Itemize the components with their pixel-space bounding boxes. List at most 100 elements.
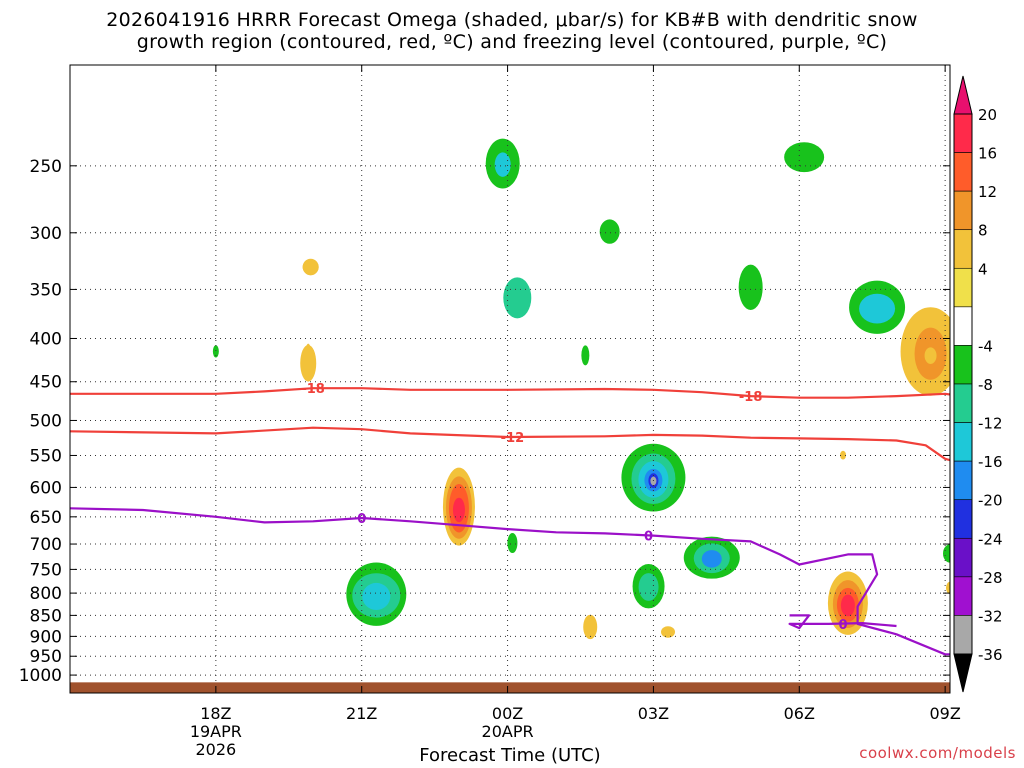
omega-cell-17-band-0	[661, 626, 676, 638]
x-tick-year: 2026	[195, 740, 236, 759]
contour-label-0-1: -18	[739, 390, 763, 405]
omega-cell-3-band-3	[452, 497, 465, 523]
omega-cell-11-band-2	[924, 347, 937, 364]
omega-cell-7-band-2	[701, 550, 722, 568]
y-tick-label: 400	[30, 329, 62, 349]
y-tick-label: 300	[30, 224, 62, 244]
omega-cell-19-band-0	[943, 544, 950, 563]
x-tick-label: 09Z	[929, 704, 960, 723]
colorbar-label: 20	[978, 106, 997, 124]
omega-cell-20-band-0	[946, 581, 950, 594]
omega-cell-5-band-0	[503, 277, 532, 319]
colorbar-bin	[953, 576, 973, 616]
contour-1	[70, 426, 950, 462]
omega-cell-22-band-0	[840, 450, 847, 460]
pressure-axis: 2503003504004505005506006507007508008509…	[19, 157, 950, 686]
colorbar-bin	[953, 460, 973, 501]
omega-cell-0-band-1	[300, 344, 317, 382]
omega-cell-2-band-3	[369, 589, 384, 605]
colorbar-bin	[953, 345, 973, 385]
colorbar-label: -8	[978, 376, 993, 394]
colorbar-label: -4	[978, 337, 993, 355]
omega-cell-18-band-0	[507, 533, 518, 554]
y-tick-label: 700	[30, 535, 62, 555]
colorbar-bin	[953, 499, 973, 539]
x-tick-date: 20APR	[482, 722, 534, 741]
contour-label-2-0: 0	[357, 512, 366, 527]
colorbar-label: -32	[978, 607, 1003, 625]
omega-cell-14-band-0	[599, 219, 620, 244]
contour-label-2-1: 0	[644, 530, 653, 545]
colorbar-bottom-arrow	[953, 653, 973, 693]
colorbar-bin	[953, 229, 973, 269]
x-axis-label: Forecast Time (UTC)	[419, 745, 601, 766]
colorbar-label: 16	[978, 145, 997, 163]
omega-cell-13-band-0	[784, 142, 825, 173]
chart-title-line1: 2026041916 HRRR Forecast Omega (shaded, …	[106, 9, 918, 31]
ground-surface	[70, 682, 950, 693]
grid	[70, 65, 950, 693]
contour-3	[788, 614, 897, 630]
omega-cell-12-band-0	[738, 264, 763, 311]
y-tick-label: 500	[30, 411, 62, 431]
y-tick-label: 1000	[19, 666, 62, 686]
colorbar-label: -28	[978, 569, 1003, 587]
colorbar-bin	[953, 306, 973, 346]
x-tick-date: 19APR	[190, 722, 242, 741]
contour-label-3-0: 0	[839, 618, 848, 633]
omega-cell-9-band-4	[843, 599, 852, 613]
contour-label-0-0: -18	[301, 382, 325, 397]
y-tick-label: 650	[30, 508, 62, 528]
contour-label-1-0: -12	[501, 431, 525, 446]
contour-0	[70, 387, 950, 399]
colorbar-label: 12	[978, 183, 997, 201]
x-tick-label: 00Z	[492, 704, 523, 723]
colorbar-label: 8	[978, 222, 988, 240]
colorbar-label: -20	[978, 492, 1003, 510]
x-tick-label: 06Z	[784, 704, 815, 723]
omega-colorbar: 20 16 12 8 4 -4 -8 -12 -16 -20 -24 -28 -32 -36	[953, 75, 1003, 693]
y-tick-label: 550	[30, 446, 62, 466]
plot-frame	[69, 64, 951, 694]
colorbar-bin	[953, 615, 973, 655]
x-tick-label: 03Z	[638, 704, 669, 723]
colorbar-label: -36	[978, 646, 1003, 664]
colorbar-bin	[953, 152, 973, 192]
omega-cell-10-band-1	[859, 293, 896, 324]
colorbar-bin	[953, 267, 973, 308]
omega-cell-15-band-0	[581, 345, 590, 366]
colorbar-label: -24	[978, 530, 1003, 548]
colorbar-bin	[953, 383, 973, 423]
y-tick-label: 950	[30, 647, 62, 667]
colorbar-bin	[953, 422, 973, 462]
omega-cell-4-band-1	[494, 152, 511, 177]
omega-cell-8-band-1	[638, 573, 659, 601]
colorbar-frame	[953, 113, 973, 655]
chart-title-line2: growth region (contoured, red, ºC) and f…	[136, 31, 888, 53]
y-tick-label: 450	[30, 373, 62, 393]
y-tick-label: 850	[30, 606, 62, 626]
temperature-contours: -18 -18 -12 0 0 0	[70, 382, 950, 656]
omega-shading	[212, 138, 950, 640]
omega-cell-21-band-0	[212, 345, 219, 358]
y-tick-label: 800	[30, 584, 62, 604]
site-credit: coolwx.com/models	[859, 744, 1016, 762]
omega-cell-16-band-0	[583, 614, 598, 640]
y-tick-label: 900	[30, 627, 62, 647]
x-tick-label: 21Z	[346, 704, 377, 723]
y-tick-label: 350	[30, 280, 62, 300]
colorbar-label: -12	[978, 415, 1003, 433]
colorbar-bin	[953, 537, 973, 578]
omega-cell-1-band-1	[302, 259, 319, 275]
colorbar-label: 4	[978, 260, 988, 278]
contour-2	[70, 507, 950, 656]
colorbar-bin	[953, 190, 973, 231]
y-tick-label: 600	[30, 478, 62, 498]
x-tick-label: 18Z	[200, 704, 231, 723]
colorbar-bin	[953, 113, 973, 153]
y-tick-label: 750	[30, 560, 62, 580]
colorbar-label: -16	[978, 453, 1003, 471]
y-tick-label: 250	[30, 157, 62, 177]
